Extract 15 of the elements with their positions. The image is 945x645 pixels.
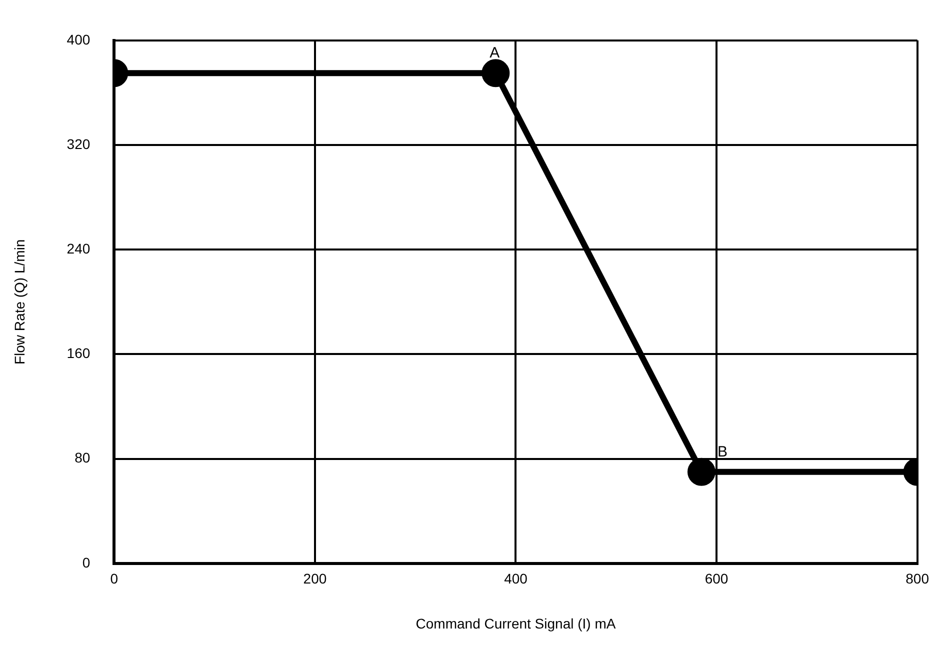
y-tick-label: 320: [66, 136, 90, 152]
y-tick-label: 400: [66, 31, 90, 48]
x-tick-label: 800: [906, 570, 930, 587]
y-tick-label: 240: [66, 240, 90, 256]
y-tick-label: 160: [66, 345, 90, 362]
x-tick-label: 200: [303, 570, 327, 587]
x-tick-label: 0: [110, 570, 118, 587]
y-tick-label: 80: [74, 450, 90, 466]
x-axis-title: Command Current Signal (I) mA: [416, 615, 616, 632]
annotation: B: [717, 444, 728, 461]
x-tick-label: 600: [704, 570, 728, 587]
x-tick-label: 400: [504, 570, 528, 587]
y-tick-label: 0: [82, 554, 90, 570]
y-axis-title: Flow Rate (Q) L/min: [11, 239, 28, 365]
annotation: A: [490, 44, 500, 62]
